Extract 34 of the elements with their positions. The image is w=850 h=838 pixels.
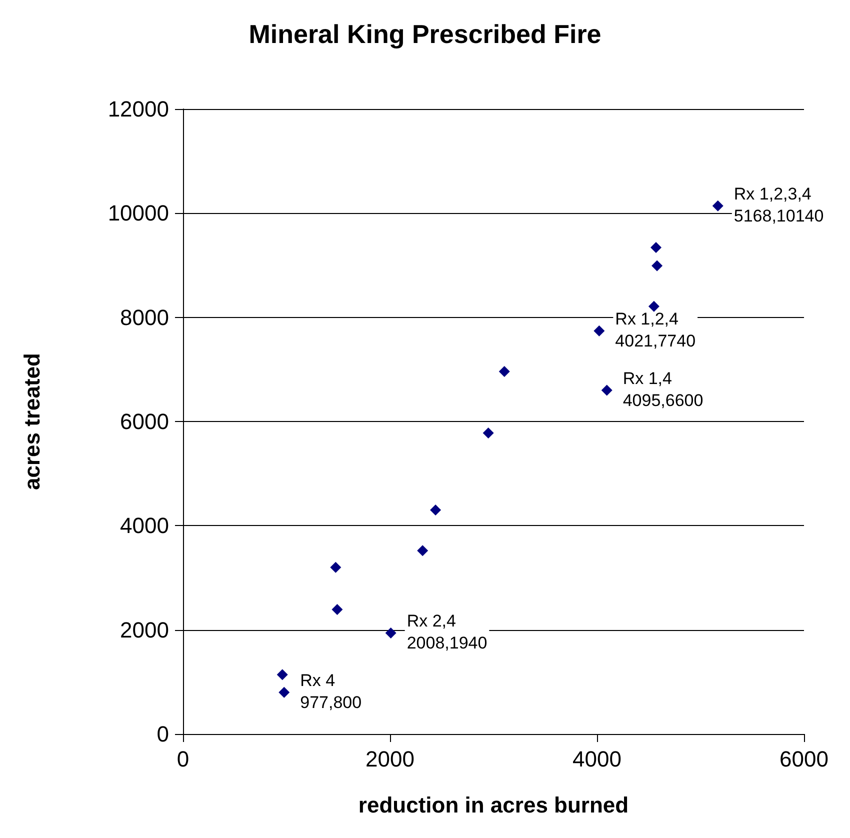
point <box>385 627 396 638</box>
annotation: Rx 1,4 4095,6600 <box>622 368 704 410</box>
annotation: Rx 2,4 2008,1940 <box>406 611 488 652</box>
point <box>594 325 605 336</box>
point <box>482 427 494 438</box>
y-tick-label: 4000 <box>120 513 169 538</box>
point <box>648 300 660 312</box>
annotation: Rx 4 977,800 <box>300 670 362 712</box>
chart-title: Mineral King Prescribed Fire <box>248 19 602 49</box>
y-axis-title: acres treated <box>20 353 44 490</box>
y-tick-label: 0 <box>156 722 169 746</box>
y-tick-label: 10000 <box>108 200 169 226</box>
point <box>430 504 442 516</box>
x-tick-label: 4000 <box>572 746 622 772</box>
point <box>276 669 288 680</box>
point <box>601 384 612 396</box>
point <box>498 366 510 377</box>
point <box>330 562 342 573</box>
x-tick-label: 2000 <box>366 746 414 772</box>
point <box>332 604 343 616</box>
y-tick-label: 6000 <box>120 409 169 434</box>
y-tick-label: 8000 <box>120 304 169 330</box>
annotation: Rx 1,2,3,4 5168,10140 <box>734 184 824 226</box>
point <box>278 686 290 698</box>
point <box>712 200 724 212</box>
point <box>417 545 428 556</box>
annotation: Rx 1,2,4 4021,7740 <box>615 309 696 350</box>
y-tick-label: 12000 <box>108 96 169 122</box>
y-tick-label: 2000 <box>120 617 169 642</box>
point <box>650 242 662 254</box>
x-axis-title: reduction in acres burned <box>358 792 629 818</box>
x-tick-label: 6000 <box>780 746 828 772</box>
point <box>652 260 663 272</box>
x-tick-label: 0 <box>176 746 190 772</box>
